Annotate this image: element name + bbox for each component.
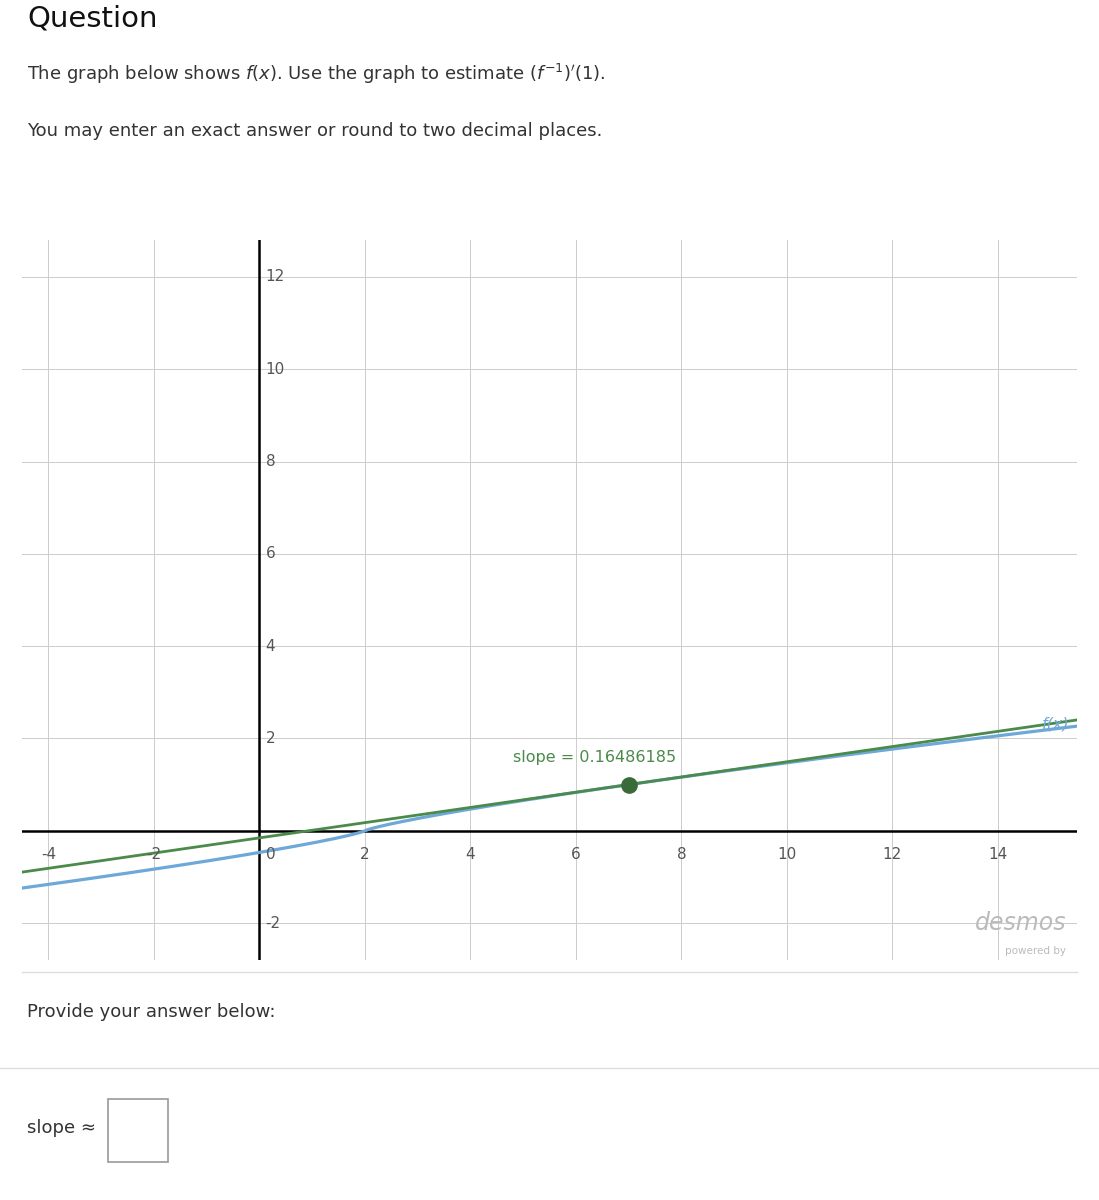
Text: 2: 2 [360,847,369,862]
Text: 0: 0 [266,847,276,862]
Text: 10: 10 [777,847,797,862]
Text: Question: Question [27,5,158,32]
Text: 14: 14 [988,847,1008,862]
Text: 8: 8 [677,847,686,862]
Text: Provide your answer below:: Provide your answer below: [27,1003,276,1021]
Text: You may enter an exact answer or round to two decimal places.: You may enter an exact answer or round t… [27,121,603,139]
Text: -4: -4 [41,847,56,862]
Text: slope ≈: slope ≈ [27,1118,97,1138]
Text: 4: 4 [466,847,475,862]
Text: -2: -2 [146,847,162,862]
Text: 2: 2 [266,731,276,746]
Text: 10: 10 [266,361,285,377]
Text: 6: 6 [571,847,580,862]
FancyBboxPatch shape [108,1099,168,1162]
Text: 12: 12 [882,847,902,862]
Text: 6: 6 [266,546,276,562]
Text: slope = 0.16486185: slope = 0.16486185 [512,750,676,766]
Text: 4: 4 [266,638,276,654]
Text: powered by: powered by [1006,947,1066,956]
Text: 8: 8 [266,454,276,469]
Text: The graph below shows $f(x)$. Use the graph to estimate $(f^{-1})^{\prime}(1)$.: The graph below shows $f(x)$. Use the gr… [27,62,607,86]
Text: -2: -2 [266,916,281,930]
Text: 12: 12 [266,270,285,284]
Text: f(x): f(x) [1042,716,1069,732]
Text: desmos: desmos [975,911,1066,935]
